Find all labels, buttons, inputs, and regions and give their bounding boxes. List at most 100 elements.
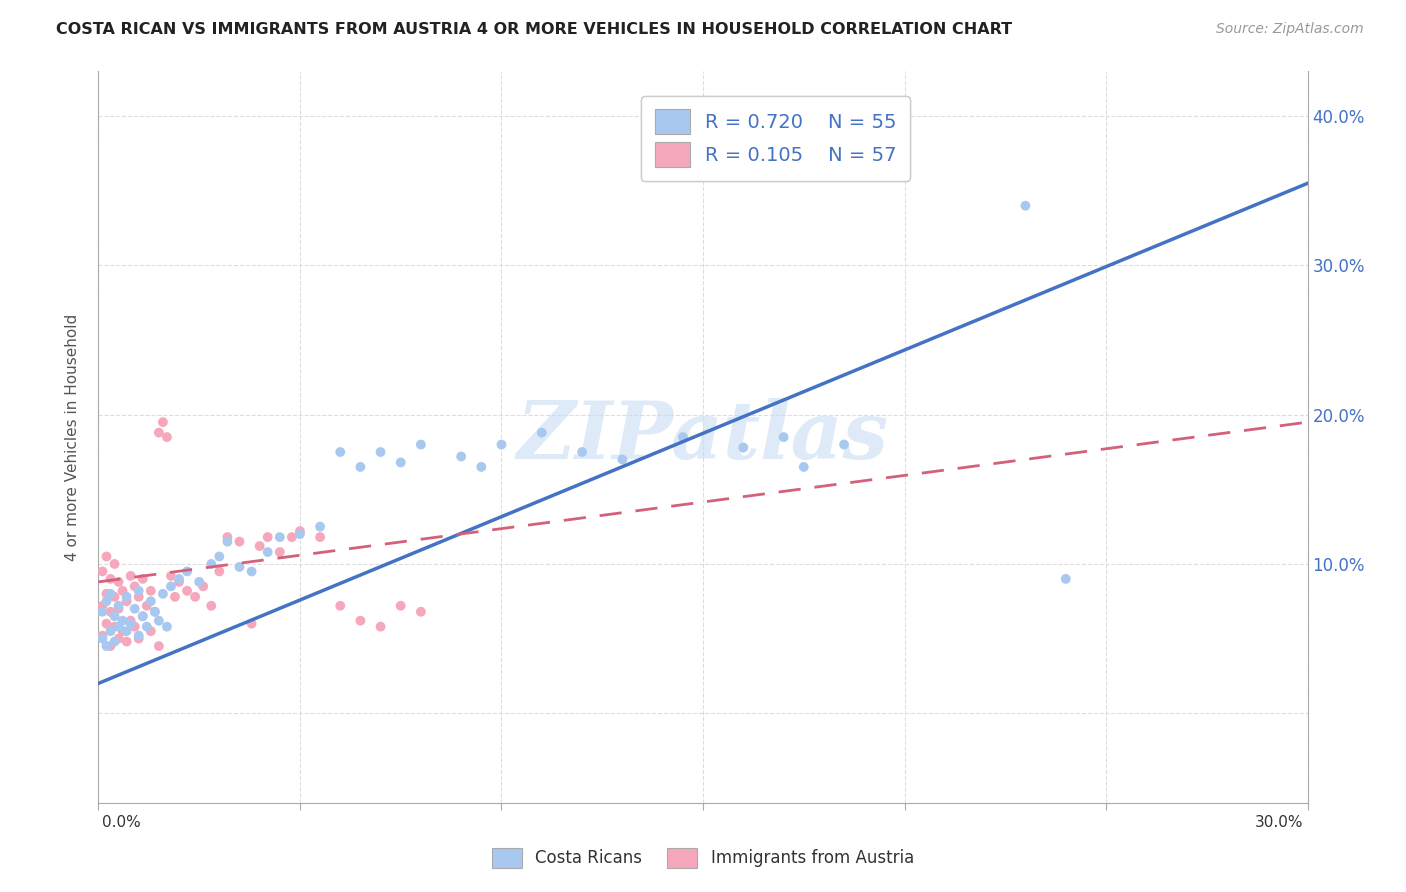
Point <box>111 624 134 639</box>
Point <box>288 524 311 538</box>
Point <box>160 579 183 593</box>
Point <box>103 620 125 634</box>
Point <box>269 545 291 559</box>
Point <box>132 609 155 624</box>
Point <box>128 629 150 643</box>
Point <box>100 624 122 639</box>
Point <box>103 590 125 604</box>
Y-axis label: 4 or more Vehicles in Household: 4 or more Vehicles in Household <box>65 313 80 561</box>
Point <box>240 565 263 579</box>
Point <box>128 632 150 646</box>
Point <box>96 594 118 608</box>
Point <box>103 609 125 624</box>
Point <box>124 579 146 593</box>
Point <box>143 605 166 619</box>
Point <box>103 634 125 648</box>
Point <box>148 639 170 653</box>
Point <box>124 620 146 634</box>
Point <box>208 565 231 579</box>
Point <box>96 639 118 653</box>
Point <box>329 445 352 459</box>
Point <box>160 569 183 583</box>
Point <box>152 587 174 601</box>
Point <box>124 601 146 615</box>
Point <box>152 415 174 429</box>
Point <box>156 620 179 634</box>
Point <box>530 425 553 440</box>
Point <box>91 599 114 613</box>
Point <box>148 614 170 628</box>
Point <box>249 539 271 553</box>
Point <box>128 590 150 604</box>
Point <box>188 574 211 589</box>
Point <box>100 572 122 586</box>
Point <box>135 620 157 634</box>
Point <box>409 605 432 619</box>
Point <box>193 579 215 593</box>
Point <box>612 452 634 467</box>
Point <box>120 569 142 583</box>
Point <box>450 450 472 464</box>
Legend: R = 0.720    N = 55, R = 0.105    N = 57: R = 0.720 N = 55, R = 0.105 N = 57 <box>641 95 910 181</box>
Point <box>772 430 794 444</box>
Point <box>571 445 593 459</box>
Point <box>389 599 412 613</box>
Text: 0.0%: 0.0% <box>103 814 141 830</box>
Point <box>269 530 291 544</box>
Point <box>200 599 222 613</box>
Point <box>91 605 114 619</box>
Point <box>240 616 263 631</box>
Point <box>163 590 186 604</box>
Point <box>139 624 162 639</box>
Point <box>176 583 198 598</box>
Point <box>176 565 198 579</box>
Point <box>156 430 179 444</box>
Point <box>491 437 513 451</box>
Point <box>672 430 695 444</box>
Point <box>111 614 134 628</box>
Point <box>91 632 114 646</box>
Point <box>107 574 129 589</box>
Point <box>349 459 371 474</box>
Point <box>288 527 311 541</box>
Point <box>135 599 157 613</box>
Point <box>217 530 239 544</box>
Point <box>200 557 222 571</box>
Point <box>91 565 114 579</box>
Point <box>91 629 114 643</box>
Point <box>115 624 138 639</box>
Point <box>409 437 432 451</box>
Point <box>120 616 142 631</box>
Point <box>256 530 278 544</box>
Point <box>184 590 207 604</box>
Point <box>256 545 278 559</box>
Point <box>208 549 231 564</box>
Point <box>132 572 155 586</box>
Point <box>281 530 304 544</box>
Point <box>167 572 190 586</box>
Point <box>389 455 412 469</box>
Point <box>100 639 122 653</box>
Point <box>470 459 492 474</box>
Point <box>139 583 162 598</box>
Point <box>115 590 138 604</box>
Point <box>148 425 170 440</box>
Point <box>309 530 332 544</box>
Point <box>111 583 134 598</box>
Point <box>107 632 129 646</box>
Point <box>793 459 815 474</box>
Point <box>143 605 166 619</box>
Point <box>107 599 129 613</box>
Point <box>96 616 118 631</box>
Text: ZIPatlas: ZIPatlas <box>517 399 889 475</box>
Point <box>103 557 125 571</box>
Point <box>228 560 250 574</box>
Point <box>832 437 855 451</box>
Point <box>167 574 190 589</box>
Point <box>100 605 122 619</box>
Point <box>370 620 392 634</box>
Point <box>309 519 332 533</box>
Point <box>1014 199 1036 213</box>
Point <box>120 614 142 628</box>
Legend: Costa Ricans, Immigrants from Austria: Costa Ricans, Immigrants from Austria <box>485 841 921 875</box>
